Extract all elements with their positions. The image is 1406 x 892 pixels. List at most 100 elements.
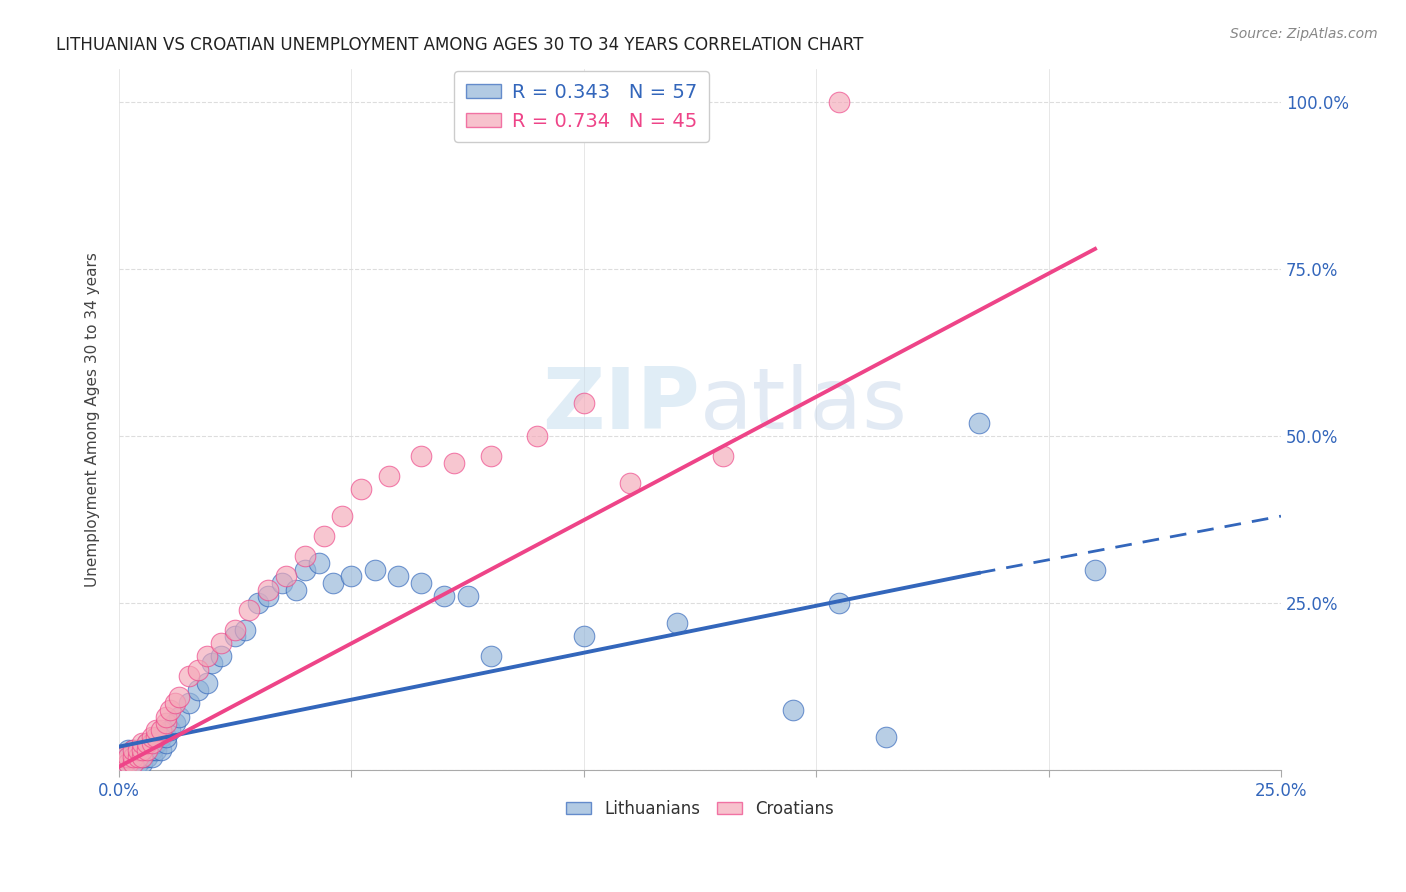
Point <box>350 483 373 497</box>
Point <box>363 563 385 577</box>
Point <box>479 649 502 664</box>
Point <box>177 696 200 710</box>
Point <box>457 589 479 603</box>
Point <box>159 723 181 737</box>
Point <box>387 569 409 583</box>
Point <box>131 749 153 764</box>
Point <box>572 629 595 643</box>
Point <box>312 529 335 543</box>
Point <box>131 749 153 764</box>
Point <box>209 636 232 650</box>
Point <box>526 429 548 443</box>
Point <box>145 743 167 757</box>
Point <box>127 756 149 771</box>
Point <box>117 749 139 764</box>
Point <box>117 749 139 764</box>
Point <box>145 730 167 744</box>
Point <box>117 756 139 771</box>
Point <box>122 749 145 764</box>
Point <box>136 736 159 750</box>
Point <box>330 509 353 524</box>
Point <box>619 475 641 490</box>
Point <box>322 576 344 591</box>
Point <box>967 416 990 430</box>
Legend: Lithuanians, Croatians: Lithuanians, Croatians <box>560 794 841 825</box>
Text: LITHUANIAN VS CROATIAN UNEMPLOYMENT AMONG AGES 30 TO 34 YEARS CORRELATION CHART: LITHUANIAN VS CROATIAN UNEMPLOYMENT AMON… <box>56 36 863 54</box>
Point <box>127 749 149 764</box>
Point <box>294 563 316 577</box>
Point <box>159 703 181 717</box>
Point <box>131 736 153 750</box>
Point <box>169 690 191 704</box>
Point <box>141 736 163 750</box>
Point <box>122 756 145 771</box>
Point <box>433 589 456 603</box>
Point <box>112 756 135 771</box>
Point <box>136 743 159 757</box>
Point <box>187 682 209 697</box>
Point <box>1084 563 1107 577</box>
Point <box>127 743 149 757</box>
Point <box>294 549 316 564</box>
Point <box>411 449 433 463</box>
Point <box>136 749 159 764</box>
Point <box>233 623 256 637</box>
Point <box>479 449 502 463</box>
Point <box>256 582 278 597</box>
Point <box>141 749 163 764</box>
Point <box>195 676 218 690</box>
Point <box>340 569 363 583</box>
Point <box>131 743 153 757</box>
Point <box>828 95 851 109</box>
Point <box>149 743 172 757</box>
Point <box>122 756 145 771</box>
Point <box>247 596 270 610</box>
Point <box>201 656 224 670</box>
Point <box>443 456 465 470</box>
Point <box>136 743 159 757</box>
Point <box>875 730 897 744</box>
Point <box>149 730 172 744</box>
Point <box>270 576 292 591</box>
Point <box>112 756 135 771</box>
Point <box>127 749 149 764</box>
Point <box>117 756 139 771</box>
Point <box>665 615 688 630</box>
Point <box>163 716 186 731</box>
Point <box>828 596 851 610</box>
Point <box>145 736 167 750</box>
Point <box>572 395 595 409</box>
Point <box>163 696 186 710</box>
Text: ZIP: ZIP <box>543 364 700 447</box>
Point <box>141 730 163 744</box>
Point <box>155 716 177 731</box>
Point <box>136 736 159 750</box>
Point <box>224 629 246 643</box>
Point <box>127 743 149 757</box>
Point <box>112 749 135 764</box>
Point <box>209 649 232 664</box>
Point <box>145 723 167 737</box>
Point <box>141 743 163 757</box>
Point <box>117 743 139 757</box>
Point <box>169 709 191 723</box>
Point <box>377 469 399 483</box>
Point <box>131 756 153 771</box>
Point <box>256 589 278 603</box>
Text: Source: ZipAtlas.com: Source: ZipAtlas.com <box>1230 27 1378 41</box>
Point <box>131 743 153 757</box>
Point <box>276 569 298 583</box>
Point <box>122 749 145 764</box>
Point <box>122 743 145 757</box>
Point <box>308 556 330 570</box>
Point <box>155 730 177 744</box>
Point <box>224 623 246 637</box>
Point <box>195 649 218 664</box>
Point <box>711 449 734 463</box>
Point <box>411 576 433 591</box>
Point <box>155 736 177 750</box>
Point <box>238 602 260 616</box>
Point <box>122 743 145 757</box>
Text: atlas: atlas <box>700 364 908 447</box>
Point <box>149 723 172 737</box>
